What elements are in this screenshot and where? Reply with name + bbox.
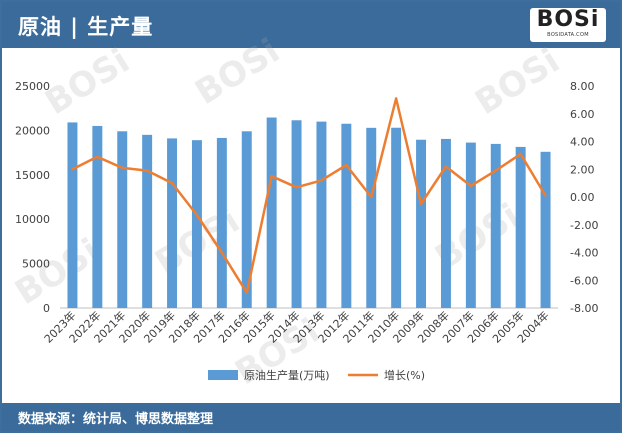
y-right-tick-label: -8.00: [570, 302, 598, 315]
y-right-tick-label: 6.00: [570, 108, 595, 121]
bar: [117, 131, 128, 308]
growth-point: [71, 168, 74, 171]
growth-point: [96, 155, 99, 158]
growth-point: [394, 97, 398, 100]
bar: [465, 142, 476, 308]
y-right-tick-label: 0.00: [570, 191, 595, 204]
header-bar: 原油 | 生产量 BOSi BOSIDATA.COM: [2, 2, 620, 48]
growth-point: [121, 166, 124, 170]
growth-point: [519, 152, 522, 156]
growth-point: [345, 163, 348, 167]
chart-area: 0 5000 10000 15000 20000 25000 -8.00 -6.00 -4.00…: [15, 80, 598, 382]
bar: [341, 123, 352, 309]
y-right-tick-label: 8.00: [570, 80, 595, 93]
y-left-tick-label: 10000: [15, 213, 50, 226]
growth-point: [320, 179, 323, 182]
bar: [167, 138, 178, 308]
bar: [490, 143, 501, 308]
bar: [266, 117, 277, 308]
y-right-tick-label: -2.00: [570, 219, 598, 232]
growth-point: [419, 202, 423, 206]
bar: [515, 146, 526, 308]
bar: [142, 134, 153, 308]
legend-bar-label: 原油生产量(万吨): [244, 368, 330, 382]
bar: [92, 125, 103, 309]
growth-point: [370, 195, 373, 199]
bar: [416, 139, 427, 308]
source-note: 数据来源：统计局、博思数据整理: [18, 412, 214, 427]
growth-point: [195, 213, 199, 217]
growth-point: [469, 184, 473, 188]
growth-point: [270, 174, 273, 178]
growth-point: [444, 165, 448, 168]
bar: [440, 138, 451, 308]
y-left-tick-label: 5000: [22, 258, 50, 271]
bar: [540, 151, 551, 308]
growth-point: [170, 181, 174, 185]
y-right-tick-label: -6.00: [570, 274, 598, 287]
y-right-tick-label: 4.00: [570, 136, 595, 149]
brand-logo: BOSi BOSIDATA.COM: [530, 8, 606, 42]
bar: [291, 120, 302, 309]
logo-text: BOSi: [536, 7, 600, 32]
y-left-tick-label: 0: [43, 302, 50, 315]
growth-point: [544, 194, 547, 197]
bar: [366, 127, 377, 308]
y-left-tick-label: 25000: [15, 80, 50, 93]
y-left-tick-label: 20000: [15, 124, 50, 137]
legend-bar-swatch: [208, 370, 238, 380]
bar: [191, 140, 202, 308]
logo-subtext: BOSIDATA.COM: [547, 32, 589, 38]
growth-point: [494, 169, 497, 172]
bar: [391, 127, 402, 309]
bar: [241, 131, 252, 308]
bar: [316, 121, 327, 309]
page-title: 原油 | 生产量: [18, 15, 154, 39]
bar: [67, 122, 78, 309]
y-left-tick-label: 15000: [15, 169, 50, 182]
y-right-tick-label: -4.00: [570, 247, 598, 260]
growth-point: [145, 169, 149, 172]
growth-point: [245, 291, 248, 294]
legend-line-label: 增长(%): [384, 368, 425, 382]
y-right-tick-label: 2.00: [570, 163, 595, 176]
growth-line: [71, 97, 547, 294]
growth-point: [220, 251, 224, 254]
footer-bar: 数据来源：统计局、博思数据整理: [2, 403, 620, 431]
bar: [216, 137, 227, 308]
growth-point: [295, 186, 298, 189]
